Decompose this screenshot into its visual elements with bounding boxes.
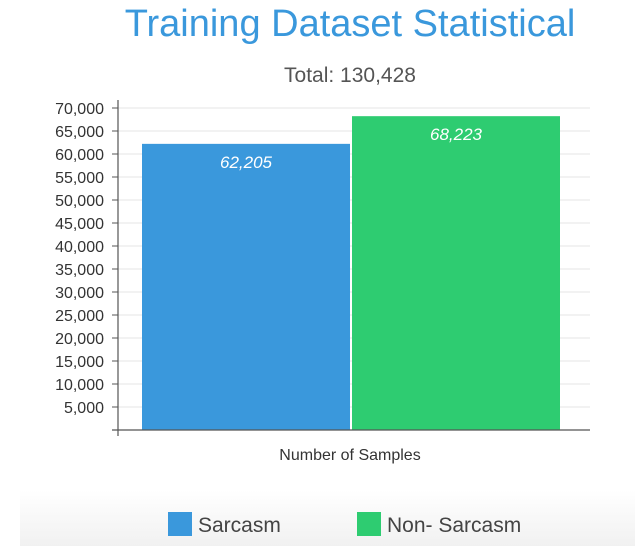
y-tick-label: 40,000 (55, 239, 104, 256)
bar-non-sarcasm (352, 116, 560, 431)
chart-title: Training Dataset Statistical (125, 3, 576, 45)
y-tick-label: 35,000 (55, 262, 104, 279)
y-tick-label: 30,000 (55, 285, 104, 302)
y-tick-label: 25,000 (55, 308, 104, 325)
bars (142, 116, 560, 431)
data-label: 68,223 (430, 125, 483, 144)
y-tick-label: 15,000 (55, 354, 104, 371)
y-tick-label: 5,000 (64, 400, 104, 417)
y-tick-label: 60,000 (55, 147, 104, 164)
y-tick-label: 20,000 (55, 331, 104, 348)
y-tick-label: 55,000 (55, 170, 104, 187)
legend: Sarcasm Non- Sarcasm (168, 512, 521, 537)
y-tick-label: 10,000 (55, 377, 104, 394)
data-label: 62,205 (220, 153, 273, 172)
legend-label: Sarcasm (198, 514, 281, 537)
chart-subtitle: Total: 130,428 (284, 64, 416, 87)
legend-label: Non- Sarcasm (387, 514, 521, 537)
bar-sarcasm (142, 143, 350, 430)
y-tick-label: 70,000 (55, 101, 104, 118)
data-labels: 62,205 68,223 (220, 125, 483, 172)
legend-swatch (168, 512, 192, 536)
x-axis-label: Number of Samples (279, 447, 420, 464)
axes: 5,000 10,000 15,000 20,000 25,000 30,000 35,00… (55, 100, 590, 436)
y-tick-label: 45,000 (55, 216, 104, 233)
legend-background (20, 490, 635, 546)
y-tick-label: 50,000 (55, 193, 104, 210)
y-tick-label: 65,000 (55, 124, 104, 141)
legend-swatch (357, 512, 381, 536)
